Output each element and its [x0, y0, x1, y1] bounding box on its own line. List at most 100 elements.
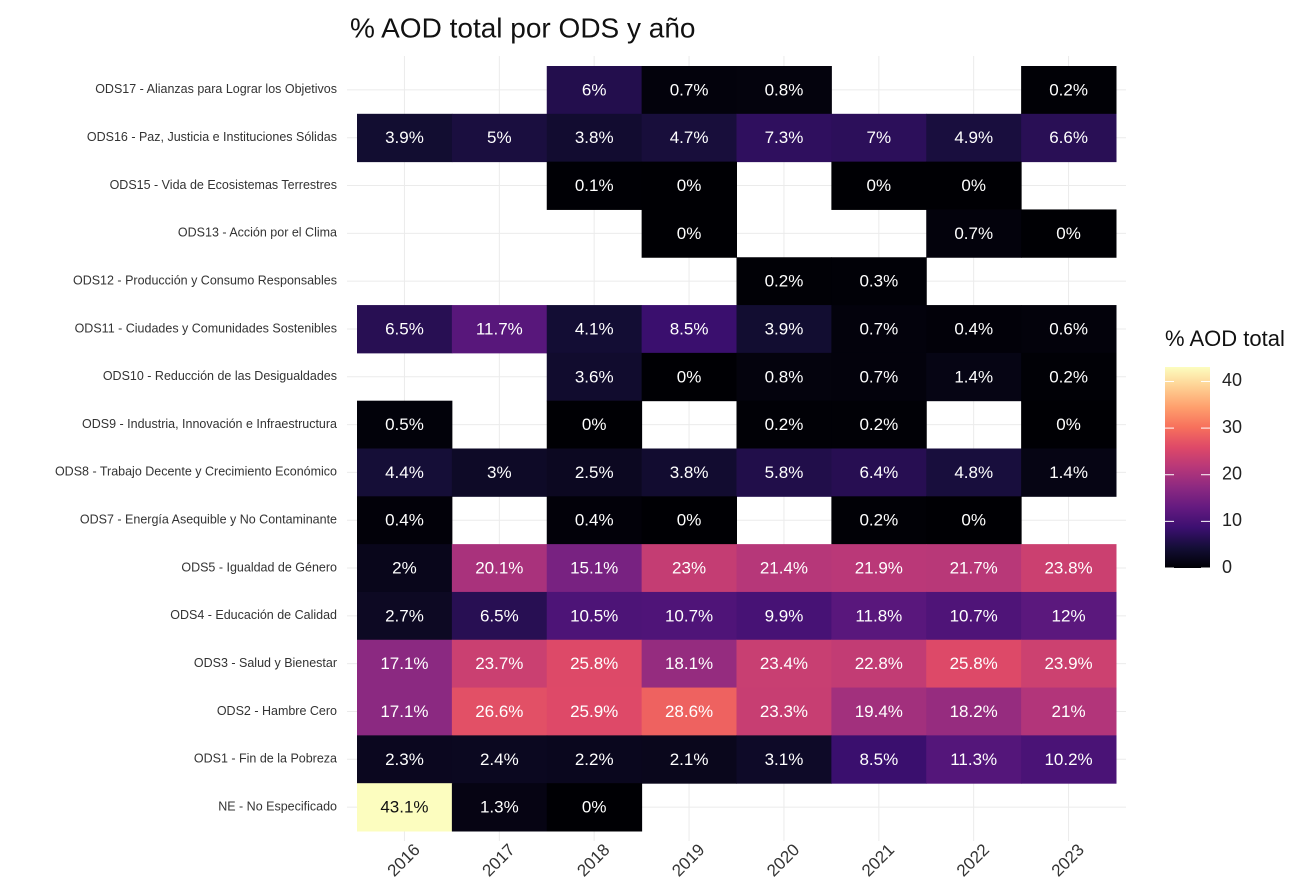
cell-label: 0.2% — [859, 415, 898, 434]
heat-cell — [357, 783, 453, 832]
cell-label: 0% — [1056, 415, 1081, 434]
heat-cell — [1021, 66, 1117, 115]
cell-label: 5% — [487, 128, 512, 147]
heat-cell — [831, 591, 927, 641]
cell-label: 0.2% — [859, 511, 898, 530]
heat-cell — [546, 400, 643, 449]
cell-label: 0% — [677, 224, 702, 243]
heat-cell — [357, 591, 453, 641]
heat-cell — [1021, 352, 1117, 402]
heat-cell — [926, 735, 1022, 784]
heat-cell — [546, 639, 643, 689]
heat-cell — [546, 783, 643, 832]
heat-cell — [1021, 400, 1117, 449]
heat-cell — [736, 735, 832, 784]
cell-label: 3.9% — [385, 128, 424, 147]
cell-label: 11.7% — [476, 319, 523, 338]
heat-cell — [451, 113, 548, 163]
heat-cell — [831, 257, 927, 306]
cell-label: 23% — [672, 559, 706, 578]
cell-label: 0.8% — [765, 80, 804, 99]
row-label: ODS16 - Paz, Justicia e Instituciones Só… — [87, 130, 337, 144]
heat-cell — [546, 687, 643, 736]
heat-cell — [641, 591, 737, 641]
cell-label: 28.6% — [665, 702, 713, 721]
cell-label: 2.4% — [480, 750, 519, 769]
cell-label: 22.8% — [855, 654, 903, 673]
legend-tick-label: 40 — [1222, 370, 1242, 390]
heat-cell — [736, 448, 832, 497]
row-label: ODS8 - Trabajo Decente y Crecimiento Eco… — [55, 465, 337, 479]
cell-label: 0.2% — [1049, 367, 1088, 386]
heat-cell — [831, 496, 927, 545]
cell-label: 11.8% — [855, 606, 902, 625]
cell-label: 2.7% — [385, 606, 424, 625]
heat-cell — [1021, 448, 1117, 497]
cell-label: 26.6% — [475, 702, 523, 721]
heat-cell — [736, 113, 832, 163]
cell-label: 23.7% — [475, 654, 523, 673]
heat-cell — [451, 783, 548, 832]
heat-cell — [641, 687, 737, 736]
cell-label: 0% — [582, 415, 607, 434]
row-label: ODS1 - Fin de la Pobreza — [194, 752, 337, 766]
cell-label: 1.4% — [1049, 463, 1088, 482]
cell-label: 3% — [487, 463, 512, 482]
cell-label: 8.5% — [670, 319, 709, 338]
heat-cell — [831, 113, 927, 163]
heat-cell — [641, 66, 737, 115]
cell-label: 0% — [677, 511, 702, 530]
heat-cell — [451, 687, 548, 736]
heat-cell — [546, 113, 643, 163]
cell-label: 0.2% — [765, 272, 804, 291]
row-label: ODS17 - Alianzas para Lograr los Objetiv… — [95, 82, 337, 96]
heat-cell — [641, 496, 737, 545]
heat-cell — [546, 735, 643, 784]
heat-cell — [1021, 591, 1117, 641]
cell-label: 3.8% — [670, 463, 709, 482]
cell-label: 0% — [677, 367, 702, 386]
chart-title: % AOD total por ODS y año — [350, 12, 696, 43]
heat-cell — [831, 352, 927, 402]
cell-label: 23.9% — [1044, 654, 1092, 673]
heat-cell — [451, 448, 548, 497]
cell-label: 1.3% — [480, 798, 519, 817]
heat-cell — [736, 687, 832, 736]
cell-label: 25.8% — [950, 654, 998, 673]
heat-cell — [926, 352, 1022, 402]
heat-cell — [736, 305, 832, 354]
heat-cell — [451, 735, 548, 784]
cell-label: 10.2% — [1044, 750, 1092, 769]
heat-cell — [1021, 544, 1117, 593]
cell-label: 1.4% — [954, 367, 993, 386]
heat-cell — [641, 305, 737, 354]
cell-label: 7% — [867, 128, 892, 147]
heat-cell — [357, 305, 453, 354]
heat-cell — [357, 687, 453, 736]
cell-label: 21.4% — [760, 559, 808, 578]
heat-cell — [1021, 113, 1117, 163]
cell-label: 43.1% — [380, 798, 428, 817]
heat-cell — [831, 305, 927, 354]
cell-label: 0.7% — [859, 319, 898, 338]
cell-label: 0.7% — [954, 224, 993, 243]
legend-tick-label: 20 — [1222, 463, 1242, 483]
cell-label: 0% — [677, 176, 702, 195]
legend-tick-label: 10 — [1222, 510, 1242, 530]
row-label: ODS5 - Igualdad de Género — [181, 560, 337, 574]
heat-cell — [1021, 209, 1117, 258]
heat-cell — [831, 161, 927, 210]
cell-label: 19.4% — [855, 702, 903, 721]
legend-title: % AOD total — [1165, 326, 1285, 351]
cell-label: 21.7% — [950, 559, 998, 578]
cell-label: 0.7% — [859, 367, 898, 386]
heat-cell — [546, 496, 643, 545]
heat-cell — [641, 639, 737, 689]
cell-label: 3.1% — [765, 750, 804, 769]
cell-label: 10.7% — [665, 606, 713, 625]
heat-cell — [736, 352, 832, 402]
cell-label: 6.6% — [1049, 128, 1088, 147]
row-label: ODS15 - Vida de Ecosistemas Terrestres — [110, 178, 337, 192]
cell-label: 23.8% — [1044, 559, 1092, 578]
heat-cell — [926, 113, 1022, 163]
